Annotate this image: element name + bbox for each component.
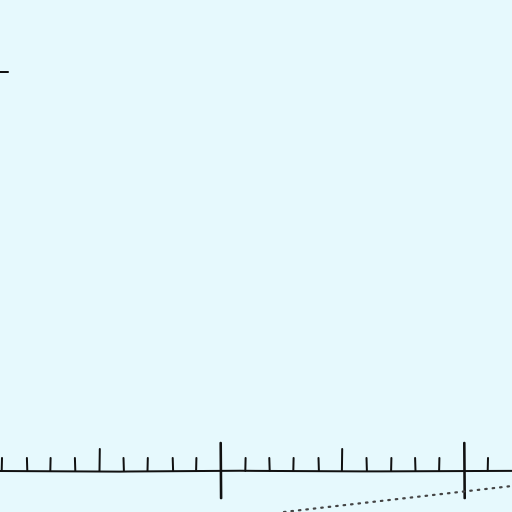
ruler-baseline <box>0 469 512 473</box>
dotted-line <box>282 484 512 512</box>
ruler-scale <box>0 441 512 500</box>
